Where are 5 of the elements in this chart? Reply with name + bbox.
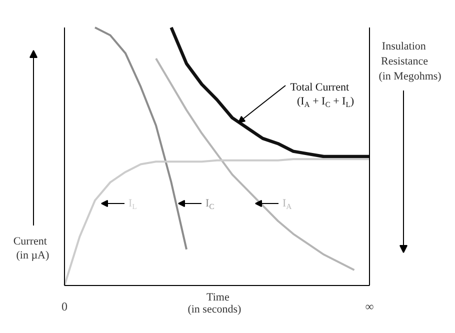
x-axis-title: Time (in seconds): [188, 292, 242, 316]
x-tick-label: 0: [62, 300, 68, 314]
x-tick-label: ∞: [365, 300, 374, 314]
y-axis-title: Current (in µA): [13, 236, 50, 262]
y2-axis-title: Insulation Resistance (in Megohms): [378, 40, 442, 82]
